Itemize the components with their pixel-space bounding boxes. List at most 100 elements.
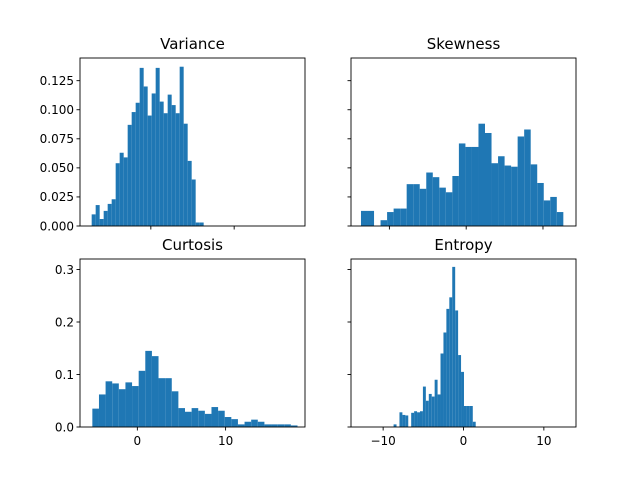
curtosis-bar xyxy=(277,424,285,428)
variance-ytick-label: 0.000 xyxy=(40,219,74,233)
variance-bar xyxy=(191,179,196,226)
entropy-bar xyxy=(455,310,459,427)
variance-bar xyxy=(151,93,156,227)
curtosis-bar xyxy=(92,408,99,428)
variance-bar xyxy=(175,113,180,226)
skewness-bar xyxy=(465,146,472,226)
variance-title: Variance xyxy=(160,35,225,53)
skewness-bar xyxy=(439,187,446,226)
skewness-bar xyxy=(550,196,557,226)
skewness-axes-frame xyxy=(350,57,577,227)
variance-bar xyxy=(195,222,200,226)
skewness-bar xyxy=(413,184,420,226)
curtosis-bar xyxy=(290,425,298,427)
variance-bar xyxy=(119,152,124,226)
variance-ytick-label: 0.100 xyxy=(40,103,74,117)
skewness-bar xyxy=(524,129,531,226)
curtosis-bar xyxy=(231,419,238,428)
skewness-bar xyxy=(380,220,388,226)
skewness-bar xyxy=(543,200,551,226)
variance-bar xyxy=(99,219,104,226)
variance-bar xyxy=(123,157,128,226)
skewness-bar xyxy=(485,132,492,226)
entropy-bar xyxy=(393,424,397,428)
curtosis-bar xyxy=(264,424,272,428)
entropy-bar xyxy=(443,332,447,427)
curtosis-bar xyxy=(218,410,225,427)
curtosis-bar xyxy=(191,408,199,427)
entropy-bar xyxy=(399,412,403,427)
skewness-bar xyxy=(367,210,375,226)
entropy-bar xyxy=(458,355,462,427)
curtosis-bar xyxy=(132,386,139,427)
entropy-panel: Entropy −10 0 10 xyxy=(347,236,577,448)
variance-bar xyxy=(155,67,160,226)
entropy-bar xyxy=(461,371,464,428)
skewness-title: Skewness xyxy=(427,35,501,53)
entropy-title: Entropy xyxy=(434,236,492,254)
variance-bar xyxy=(131,112,136,226)
variance-ytick-label: 0.075 xyxy=(40,132,74,146)
entropy-bar xyxy=(431,396,435,427)
variance-bar xyxy=(103,210,108,226)
variance-bar xyxy=(167,94,172,227)
variance-panel: Variance 0.000 0.025 0.050 0.075 0.100 0.125 xyxy=(40,35,306,233)
skewness-bar xyxy=(498,156,505,226)
entropy-bar xyxy=(437,394,441,427)
skewness-bar xyxy=(406,184,414,226)
entropy-bar xyxy=(402,414,406,427)
curtosis-ytick-label: 0.3 xyxy=(55,263,74,277)
skewness-bar xyxy=(426,172,433,226)
entropy-bar xyxy=(469,406,473,427)
curtosis-bar xyxy=(204,413,212,428)
entropy-bar xyxy=(411,412,415,427)
entropy-bar xyxy=(434,379,438,427)
curtosis-title: Curtosis xyxy=(162,236,223,254)
entropy-bar xyxy=(452,266,456,428)
curtosis-bar xyxy=(145,350,152,428)
curtosis-bar xyxy=(112,383,119,427)
skewness-bar xyxy=(511,166,518,226)
curtosis-bar xyxy=(271,424,278,428)
skewness-bar xyxy=(478,123,485,226)
entropy-bar xyxy=(419,411,423,427)
variance-ytick-label: 0.125 xyxy=(40,74,74,88)
entropy-bar xyxy=(405,415,409,427)
entropy-xtick-label: 0 xyxy=(460,434,468,448)
curtosis-ytick-label: 0.2 xyxy=(55,315,74,329)
curtosis-bar xyxy=(158,378,166,427)
variance-bar xyxy=(127,124,132,226)
curtosis-axes-frame xyxy=(79,258,306,428)
curtosis-ytick-label: 0.0 xyxy=(55,420,74,434)
curtosis-bar xyxy=(244,421,252,427)
variance-bar xyxy=(171,105,176,226)
skewness-panel: Skewness xyxy=(347,35,577,230)
entropy-bar xyxy=(463,406,467,427)
skewness-bar xyxy=(419,188,427,226)
entropy-bar xyxy=(466,406,470,427)
variance-bar xyxy=(107,203,112,226)
curtosis-bar xyxy=(171,391,179,427)
variance-bar xyxy=(115,163,120,226)
skewness-bar xyxy=(445,192,453,226)
variance-ytick-label: 0.050 xyxy=(40,161,74,175)
variance-bar xyxy=(179,66,184,226)
curtosis-ytick-label: 0.1 xyxy=(55,368,74,382)
variance-bar xyxy=(163,113,168,226)
curtosis-bar xyxy=(118,389,126,427)
curtosis-bar xyxy=(211,407,219,427)
variance-bar xyxy=(111,199,116,226)
curtosis-bar xyxy=(284,424,291,428)
curtosis-bar xyxy=(125,382,133,428)
entropy-bar xyxy=(472,421,476,427)
variance-bar xyxy=(95,205,100,226)
variance-bar xyxy=(183,123,188,226)
skewness-bar xyxy=(491,163,499,226)
entropy-bar xyxy=(417,412,420,427)
skewness-bar xyxy=(452,176,459,226)
curtosis-xtick-label: 0 xyxy=(134,434,142,448)
curtosis-bar xyxy=(198,410,205,427)
curtosis-bar xyxy=(237,424,245,428)
curtosis-bar xyxy=(138,370,146,427)
